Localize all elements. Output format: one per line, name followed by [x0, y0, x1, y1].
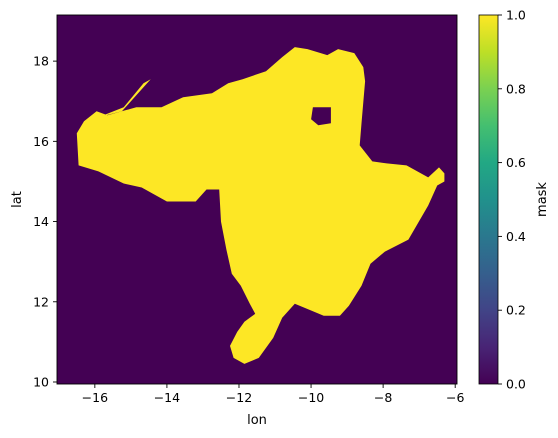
- mask-hole: [311, 107, 331, 126]
- colorbar-tick-label: 0.0: [506, 377, 526, 392]
- colorbar-tick-label: 0.4: [506, 229, 526, 244]
- mask-peninsula: [98, 79, 151, 118]
- colorbar-tick-label: 0.8: [506, 81, 526, 96]
- y-tick-label: 18: [33, 54, 49, 69]
- x-tick-label: −8: [374, 390, 392, 405]
- y-axis-label: lat: [10, 191, 25, 208]
- colorbar: [478, 14, 499, 385]
- y-tick-label: 12: [33, 294, 49, 309]
- x-axis-label: lon: [247, 413, 267, 428]
- x-tick-label: −10: [298, 390, 324, 405]
- x-tick-label: −14: [154, 390, 180, 405]
- x-tick-label: −6: [446, 390, 464, 405]
- plot-frame: [56, 14, 458, 385]
- colorbar-tick-label: 0.6: [506, 155, 526, 170]
- mask-region: [76, 47, 445, 364]
- y-tick-label: 16: [33, 134, 49, 149]
- x-tick-label: −16: [82, 390, 108, 405]
- colorbar-label: mask: [535, 182, 550, 217]
- y-tick-label: 10: [33, 374, 49, 389]
- colorbar-ticks: 0.0 0.2 0.4 0.6 0.8 1.0: [498, 8, 526, 392]
- colorbar-tick-label: 0.2: [506, 303, 526, 318]
- x-axis-ticks: −16 −14 −12 −10 −8 −6: [82, 384, 464, 405]
- y-tick-label: 14: [33, 214, 49, 229]
- colorbar-tick-label: 1.0: [506, 8, 526, 23]
- y-axis-ticks: 10 12 14 16 18: [33, 54, 57, 389]
- x-tick-label: −12: [226, 390, 252, 405]
